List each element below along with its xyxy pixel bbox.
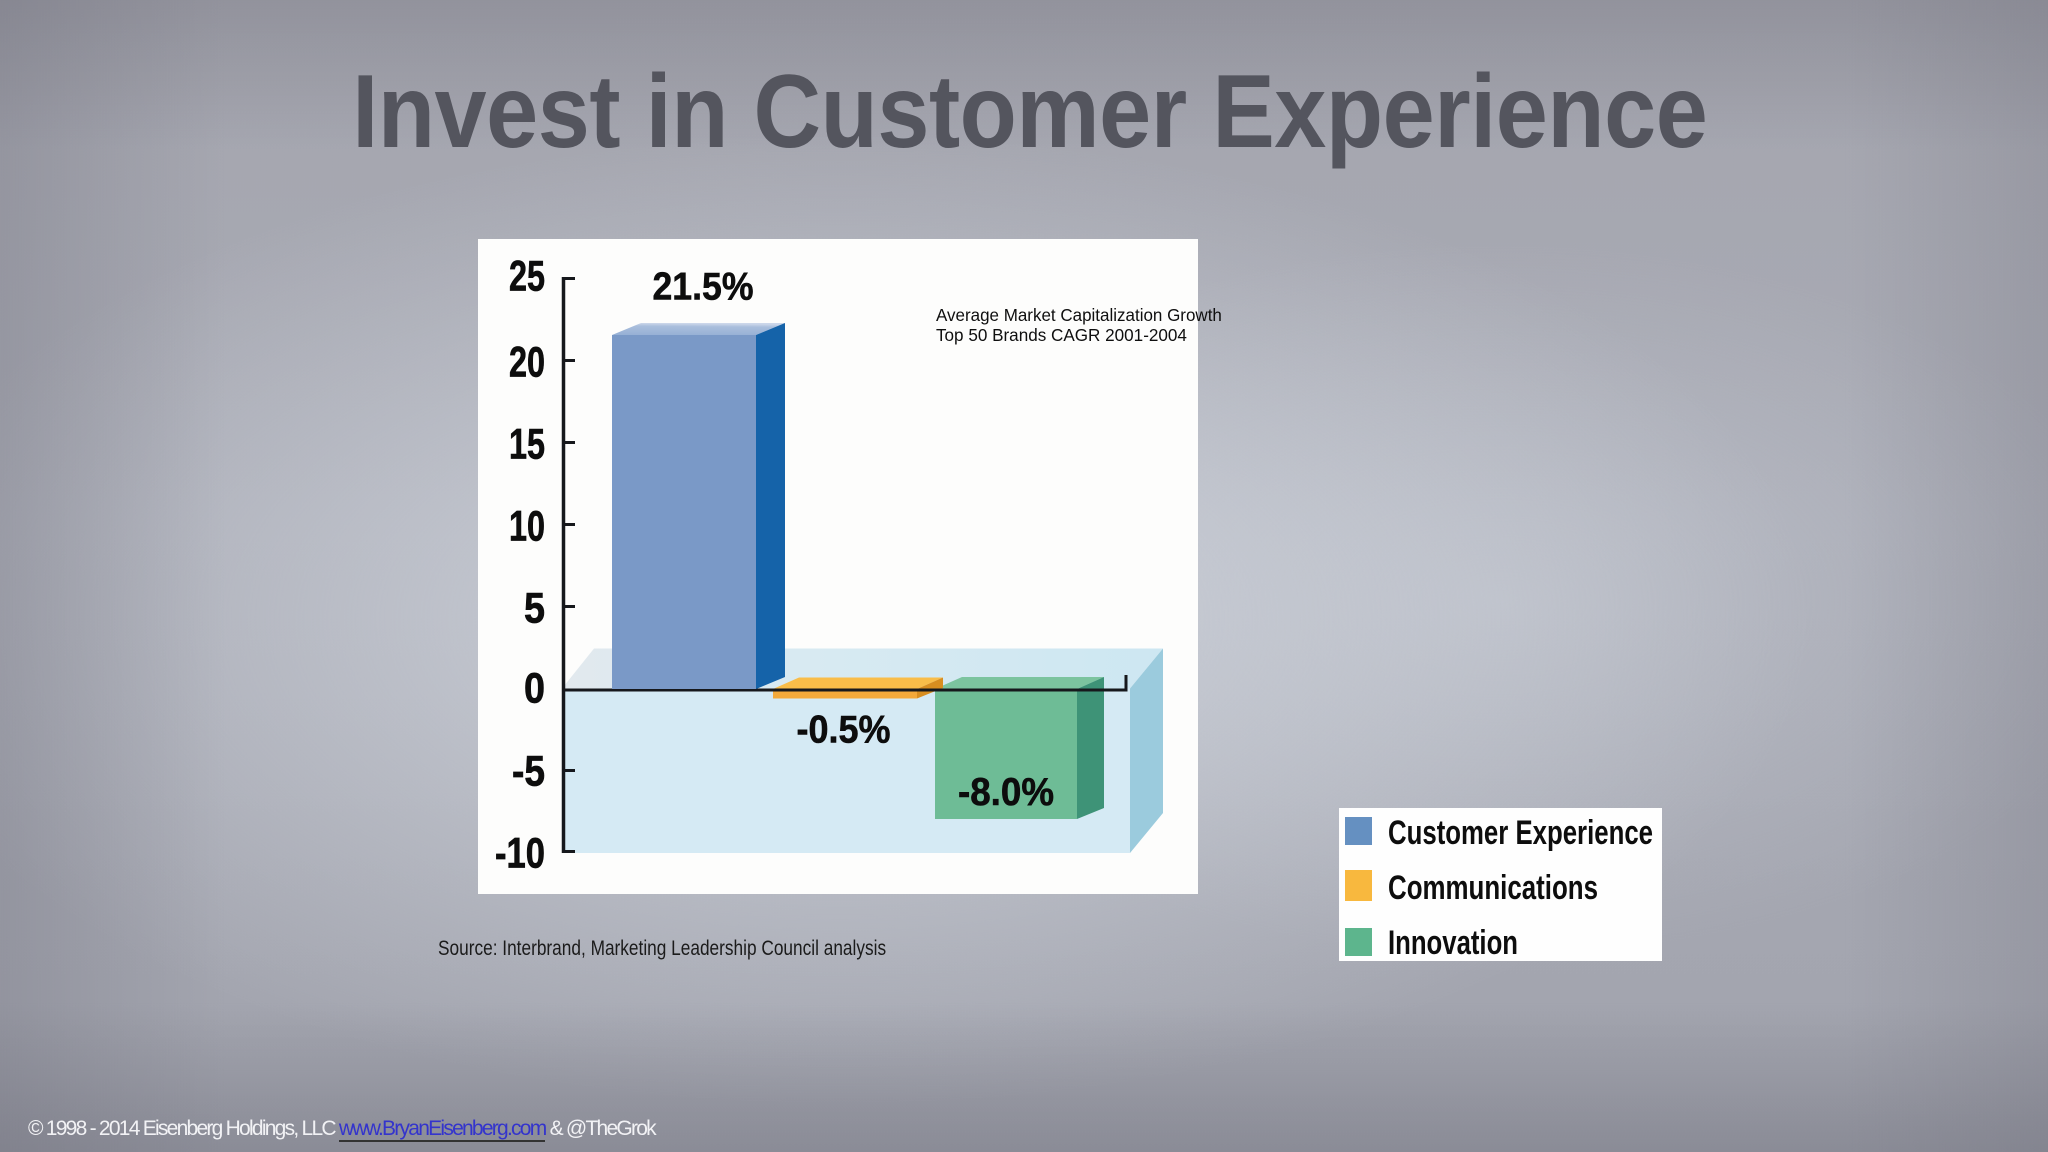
svg-text:0: 0 bbox=[524, 665, 545, 713]
svg-text:10: 10 bbox=[509, 503, 545, 551]
svg-text:Customer Experience: Customer Experience bbox=[1388, 814, 1653, 852]
svg-text:-5: -5 bbox=[512, 748, 545, 796]
svg-text:25: 25 bbox=[509, 253, 545, 301]
svg-text:5: 5 bbox=[524, 585, 545, 633]
svg-text:Innovation: Innovation bbox=[1388, 924, 1518, 961]
svg-text:-0.5%: -0.5% bbox=[797, 709, 891, 752]
svg-text:-8.0%: -8.0% bbox=[958, 771, 1054, 814]
svg-text:21.5%: 21.5% bbox=[653, 266, 754, 309]
svg-text:15: 15 bbox=[509, 421, 545, 469]
svg-text:Communications: Communications bbox=[1388, 869, 1598, 907]
svg-text:20: 20 bbox=[509, 339, 545, 387]
svg-text:-10: -10 bbox=[495, 830, 545, 878]
